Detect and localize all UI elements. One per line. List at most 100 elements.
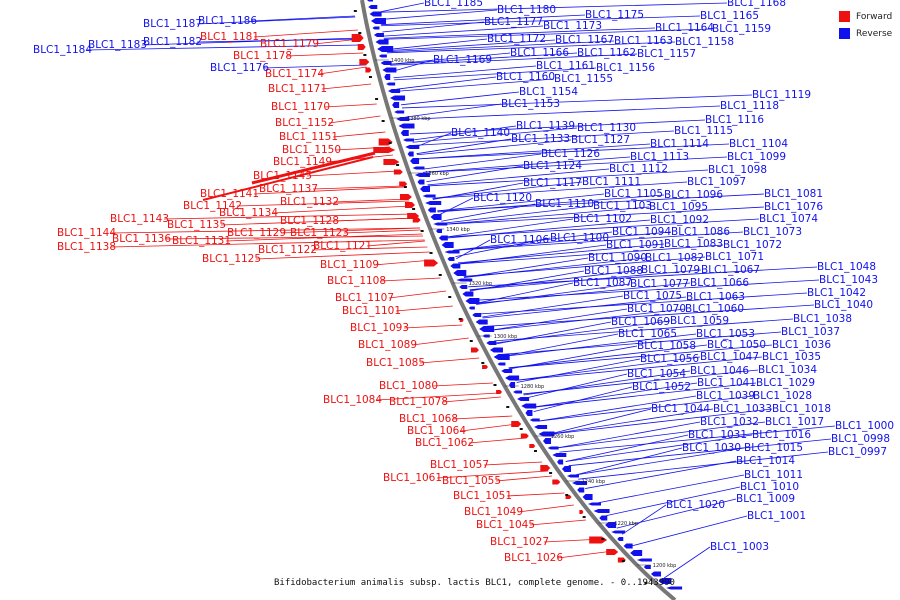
leader-line xyxy=(251,15,356,22)
leader-line xyxy=(389,52,511,65)
forward-gene-feature xyxy=(373,147,396,153)
gene-label-blc1-1140: BLC1_1140 xyxy=(451,127,510,139)
gene-label-blc1-1057: BLC1_1057 xyxy=(430,459,489,471)
leader-line xyxy=(495,320,671,344)
leader-line xyxy=(220,217,416,226)
reverse-gene-feature xyxy=(453,270,467,276)
gene-label-blc1-1153: BLC1_1153 xyxy=(501,98,560,110)
gene-label-blc1-1003: BLC1_1003 xyxy=(710,541,769,553)
gene-label-blc1-1001: BLC1_1001 xyxy=(747,510,806,522)
feature-tick xyxy=(358,32,362,34)
reverse-gene-feature xyxy=(388,89,401,93)
leader-line xyxy=(539,395,697,422)
gene-label-blc1-1098: BLC1_1098 xyxy=(708,164,767,176)
leader-line xyxy=(405,105,721,120)
gene-label-blc1-1115: BLC1_1115 xyxy=(674,125,733,137)
reverse-gene-feature xyxy=(666,586,683,590)
forward-gene-feature xyxy=(404,202,415,208)
gene-label-blc1-1121: BLC1_1121 xyxy=(313,240,372,252)
gene-label-blc1-1173: BLC1_1173 xyxy=(543,20,602,32)
gene-label-blc1-1095: BLC1_1095 xyxy=(649,201,708,213)
reverse-gene-feature xyxy=(430,214,442,220)
leader-line xyxy=(387,41,676,54)
gene-label-blc1-1000: BLC1_1000 xyxy=(835,420,894,432)
gene-label-blc1-1164: BLC1_1164 xyxy=(655,22,714,34)
gene-label-blc1-1059: BLC1_1059 xyxy=(670,315,729,327)
leader-line xyxy=(442,206,765,225)
reverse-gene-feature xyxy=(623,543,633,549)
leader-line xyxy=(483,461,543,466)
leader-line xyxy=(393,65,537,79)
kbp-tick-label: 1240 kbp xyxy=(582,479,606,485)
gene-label-blc1-1105: BLC1_1105 xyxy=(604,188,663,200)
gene-label-blc1-1104: BLC1_1104 xyxy=(729,138,788,150)
gene-label-blc1-1136: BLC1_1136 xyxy=(112,233,171,245)
leader-line xyxy=(418,143,730,160)
gene-label-blc1-1040: BLC1_1040 xyxy=(814,299,873,311)
gene-label-blc1-1178: BLC1_1178 xyxy=(233,50,292,62)
reverse-gene-feature xyxy=(525,410,533,416)
reverse-gene-feature xyxy=(372,26,380,30)
leader-line xyxy=(523,369,759,395)
feature-tick xyxy=(601,538,605,540)
leader-line xyxy=(396,76,497,90)
leader-line xyxy=(404,103,502,118)
leader-line xyxy=(110,239,425,248)
gene-label-blc1-1184: BLC1_1184 xyxy=(33,44,92,56)
gene-label-blc1-1075: BLC1_1075 xyxy=(623,290,682,302)
forward-gene-feature xyxy=(520,433,529,439)
gene-label-blc1-1132: BLC1_1132 xyxy=(280,196,339,208)
gene-label-blc1-1139: BLC1_1139 xyxy=(516,120,575,132)
reverse-gene-feature xyxy=(517,397,530,401)
gene-label-blc1-1116: BLC1_1116 xyxy=(705,114,764,126)
leader-line xyxy=(632,515,748,547)
forward-gene-feature xyxy=(424,259,439,267)
reverse-gene-feature xyxy=(420,186,431,192)
reverse-gene-feature xyxy=(377,46,394,52)
feature-tick xyxy=(353,10,357,12)
leader-line xyxy=(565,434,689,462)
feature-tick xyxy=(481,362,485,364)
gene-label-blc1-1042: BLC1_1042 xyxy=(807,287,866,299)
gene-label-blc1-1036: BLC1_1036 xyxy=(772,339,831,351)
leader-line xyxy=(539,395,754,422)
reverse-gene-feature xyxy=(436,229,443,233)
leader-line xyxy=(110,227,420,234)
leader-line xyxy=(501,331,782,355)
leader-line xyxy=(412,127,578,143)
kbp-tick-label: 1360 kbp xyxy=(425,171,449,177)
gene-label-blc1-1052: BLC1_1052 xyxy=(632,381,691,393)
gene-label-blc1-1028: BLC1_1028 xyxy=(753,390,812,402)
reverse-gene-feature xyxy=(450,263,461,269)
reverse-gene-feature xyxy=(513,390,523,394)
gene-label-blc1-1056: BLC1_1056 xyxy=(640,353,699,365)
gene-label-blc1-1085: BLC1_1085 xyxy=(366,357,425,369)
gene-label-blc1-1156: BLC1_1156 xyxy=(596,62,655,74)
gene-label-blc1-1046: BLC1_1046 xyxy=(690,365,749,377)
reverse-gene-feature xyxy=(497,362,506,366)
gene-label-blc1-1180: BLC1_1180 xyxy=(497,4,556,16)
gene-label-blc1-1088: BLC1_1088 xyxy=(584,265,643,277)
gene-label-blc1-1124: BLC1_1124 xyxy=(523,160,582,172)
gene-label-blc1-1016: BLC1_1016 xyxy=(752,429,811,441)
leader-line xyxy=(556,421,701,449)
reverse-gene-feature xyxy=(557,459,564,465)
leader-line xyxy=(578,451,829,480)
gene-label-blc1-1061: BLC1_1061 xyxy=(383,472,442,484)
forward-gene-feature xyxy=(393,169,403,175)
leader-line xyxy=(414,132,452,148)
gene-label-blc1-1083: BLC1_1083 xyxy=(664,238,723,250)
gene-label-blc1-1049: BLC1_1049 xyxy=(464,506,523,518)
gene-label-blc1-1170: BLC1_1170 xyxy=(271,101,330,113)
reverse-gene-feature xyxy=(501,369,513,373)
feature-tick xyxy=(506,406,510,408)
gene-label-blc1-1043: BLC1_1043 xyxy=(819,274,878,286)
gene-label-blc1-1081: BLC1_1081 xyxy=(764,188,823,200)
leader-line xyxy=(455,237,551,258)
gene-label-blc1-1050: BLC1_1050 xyxy=(707,339,766,351)
gene-label-blc1-1161: BLC1_1161 xyxy=(536,60,595,72)
leader-line xyxy=(422,156,631,173)
reverse-gene-feature xyxy=(368,5,378,9)
gene-label-blc1-1160: BLC1_1160 xyxy=(496,71,555,83)
leader-line xyxy=(575,447,745,476)
